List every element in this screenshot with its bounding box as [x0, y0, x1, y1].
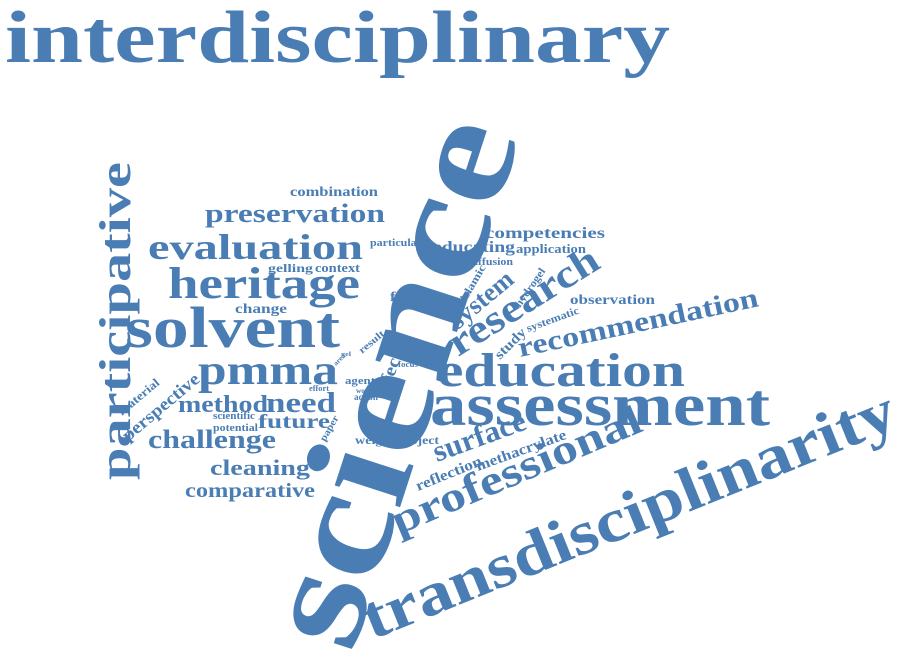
cloud-word: competencies [485, 225, 605, 242]
cloud-word: diffusion [468, 256, 513, 268]
cloud-word: action [354, 392, 378, 402]
cloud-word: challenge [148, 425, 276, 454]
cloud-word: cleaning [210, 455, 310, 480]
cloud-word: particular [370, 237, 422, 249]
cloud-word: need [266, 388, 337, 419]
cloud-word: observation [570, 293, 655, 308]
cloud-word: assessment [430, 372, 770, 438]
cloud-word: visual [398, 349, 423, 359]
cloud-word: educating [433, 239, 515, 256]
cloud-word: context [315, 260, 361, 275]
cloud-word: project [397, 433, 439, 447]
cloud-word: combination [290, 185, 378, 200]
cloud-word: potential [213, 423, 258, 434]
cloud-word: evaluation [148, 227, 363, 267]
cloud-word: interdisciplinary [5, 0, 670, 79]
cloud-word: education [437, 344, 685, 397]
cloud-word: agent [345, 375, 375, 387]
cloud-word: method [178, 392, 269, 418]
cloud-word: pmma [198, 348, 338, 394]
cloud-word: solvent [125, 295, 341, 360]
cloud-word: preservation [205, 199, 386, 228]
cloud-word: field [390, 290, 422, 305]
cloud-word: scientific [213, 411, 256, 422]
cloud-word: weight [355, 433, 395, 447]
cloud-word: change [235, 302, 287, 317]
cloud-word: work [356, 387, 372, 395]
cloud-word: participative [91, 162, 140, 480]
cloud-word: heritage [168, 259, 360, 308]
cloud-word: future [258, 411, 330, 433]
cloud-word: gel [341, 352, 351, 358]
cloud-word: gelling [268, 261, 313, 275]
cloud-word: application [516, 241, 587, 256]
cloud-word: effort [309, 384, 329, 393]
cloud-word: focus [398, 360, 418, 369]
cloud-word: comparative [185, 480, 315, 502]
